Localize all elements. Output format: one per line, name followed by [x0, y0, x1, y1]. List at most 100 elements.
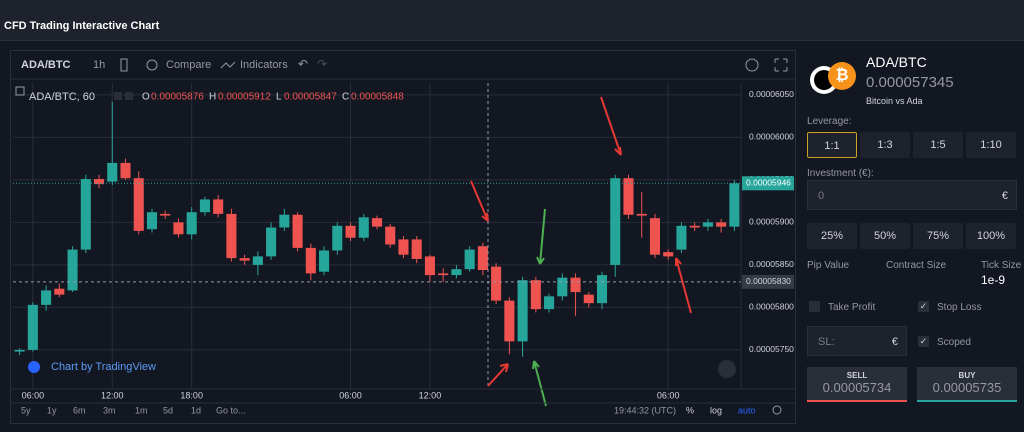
candle-body [438, 273, 449, 276]
range-button[interactable]: 6m [73, 405, 86, 415]
pair: ADA/BTC [866, 54, 927, 70]
leverage-option[interactable]: 1:5 [913, 132, 963, 158]
compare-icon[interactable] [146, 59, 158, 71]
candle-body [226, 213, 237, 259]
investment-input[interactable]: 0 € [807, 180, 1017, 210]
buy-label: BUY [958, 371, 976, 380]
arrow [600, 96, 622, 156]
candle-body [107, 162, 118, 182]
range-button[interactable]: 1y [47, 405, 57, 415]
candle-body [596, 275, 608, 304]
attribution[interactable]: Chart by TradingView [51, 361, 156, 373]
candle-body [610, 178, 621, 265]
candle-body [424, 256, 435, 276]
x-tick-label: 06:00 [22, 390, 45, 400]
candle-body [504, 300, 515, 342]
sell-button[interactable]: SELL 0.00005734 [807, 367, 907, 402]
candle-body [676, 225, 687, 250]
collapse-icon[interactable] [15, 86, 25, 96]
buy-button[interactable]: BUY 0.00005735 [917, 367, 1017, 402]
sl-label: SL: [818, 336, 835, 348]
btc-logo: ₿ [828, 62, 856, 90]
range-button[interactable]: Go to... [216, 405, 246, 415]
indicators-icon[interactable] [220, 61, 236, 69]
y-tick-label: 0.00005800 [749, 302, 794, 312]
leverage-option[interactable]: 1:1 [807, 132, 857, 158]
percent-option[interactable]: 100% [966, 223, 1016, 249]
scoped-checkbox[interactable]: ✓ [918, 336, 929, 347]
candle-body [332, 225, 343, 251]
x-tick-label: 12:00 [419, 390, 442, 400]
candle-body [319, 250, 330, 272]
sell-label: SELL [846, 371, 868, 380]
range-button[interactable]: 1m [135, 405, 148, 415]
legend-h: 0.00005912 [218, 92, 271, 103]
redo[interactable]: ↷ [317, 57, 327, 71]
range-button[interactable]: 3m [103, 405, 116, 415]
toolbar-symbol[interactable]: ADA/BTC [21, 59, 71, 71]
sl-currency: € [891, 336, 898, 348]
legend-h-label: H [209, 92, 216, 103]
top-bar: CFD Trading Interactive Chart [0, 0, 1024, 41]
chart-widget: ADA/BTC 1h Compare Indicators ↶ ↷ 0.0000… [10, 50, 796, 424]
undo[interactable]: ↶ [298, 57, 308, 71]
candle-body [94, 179, 105, 185]
auto-toggle[interactable]: auto [738, 405, 756, 415]
tradingview-logo[interactable] [28, 361, 40, 373]
take-profit-label: Take Profit [828, 302, 876, 313]
range-button[interactable]: 5d [163, 405, 173, 415]
candle-body [702, 222, 713, 227]
toolbar-interval[interactable]: 1h [93, 59, 105, 71]
candle-body [689, 225, 700, 228]
percent-option[interactable]: 50% [860, 223, 910, 249]
page-title: CFD Trading Interactive Chart [4, 20, 160, 32]
stop-loss-checkbox[interactable]: ✓ [918, 301, 929, 312]
candle-body [583, 294, 594, 304]
clock: 19:44:32 (UTC) [614, 405, 676, 415]
candle-body [345, 225, 356, 238]
percent-option[interactable]: 25% [807, 223, 857, 249]
candle-body [54, 288, 65, 295]
leverage-label: Leverage: [807, 116, 852, 127]
leverage-option[interactable]: 1:10 [966, 132, 1016, 158]
candle-icon[interactable] [120, 58, 128, 72]
candle-body [292, 214, 303, 248]
sell-price: 0.00005734 [822, 380, 892, 395]
candle-body [173, 222, 184, 235]
candle-body [186, 212, 197, 235]
y-tick-label: 0.00005850 [749, 259, 794, 269]
legend-icon [114, 92, 122, 100]
percent-option[interactable]: 75% [913, 223, 963, 249]
pip-value-label: Pip Value [807, 260, 850, 271]
y-tick-label: 0.00006000 [749, 132, 794, 142]
candle-body [544, 296, 555, 310]
investment-label: Investment (€): [807, 168, 874, 179]
candle-body [557, 277, 568, 297]
legend-c-label: C [342, 92, 349, 103]
take-profit-checkbox[interactable] [809, 301, 820, 312]
candle-body [199, 199, 210, 213]
pair-price: 0.000057345 [866, 74, 954, 91]
percent-toggle[interactable]: % [686, 405, 694, 415]
sl-input[interactable]: SL: € [807, 326, 907, 356]
trade-panel: ₿ ADA/BTC 0.000057345 Bitcoin vs Ada Lev… [800, 46, 1024, 432]
last-price-tag [742, 176, 794, 191]
candle-body [27, 304, 38, 350]
toolbar-indicators[interactable]: Indicators [240, 59, 288, 71]
log-toggle[interactable]: log [710, 405, 722, 415]
buy-price: 0.00005735 [932, 380, 1002, 395]
range-button[interactable]: 5y [21, 405, 31, 415]
x-tick-label: 06:00 [339, 390, 362, 400]
candle-body [570, 277, 581, 293]
candle-body [517, 280, 528, 342]
arrow [470, 180, 489, 222]
toolbar-compare[interactable]: Compare [166, 59, 211, 71]
range-button[interactable]: 1d [191, 405, 201, 415]
scroll-button[interactable] [718, 360, 736, 378]
settings-icon[interactable] [772, 405, 782, 415]
candle-body [385, 226, 396, 245]
fullscreen-icon[interactable] [774, 58, 788, 72]
settings-icon[interactable] [745, 58, 759, 72]
leverage-option[interactable]: 1:3 [860, 132, 910, 158]
legend-o: 0.00005876 [151, 92, 204, 103]
